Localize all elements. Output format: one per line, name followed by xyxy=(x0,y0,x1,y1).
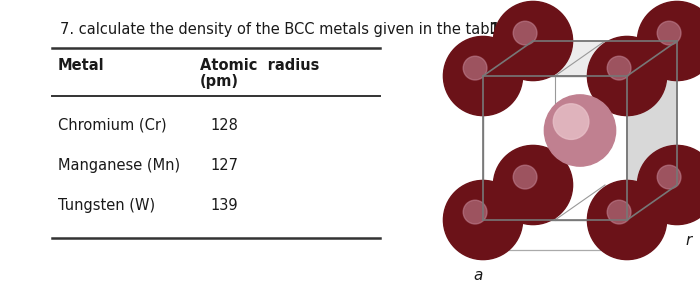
Text: 127: 127 xyxy=(210,158,238,173)
Circle shape xyxy=(587,37,666,116)
Circle shape xyxy=(638,1,700,81)
Circle shape xyxy=(545,95,615,166)
Polygon shape xyxy=(483,41,677,76)
Polygon shape xyxy=(483,76,627,220)
Circle shape xyxy=(607,200,631,224)
Text: a: a xyxy=(473,268,483,283)
Text: (pm): (pm) xyxy=(200,74,239,89)
Text: Atomic  radius: Atomic radius xyxy=(200,58,319,73)
Circle shape xyxy=(607,56,631,80)
Circle shape xyxy=(513,21,537,45)
Text: 128: 128 xyxy=(210,118,238,133)
Circle shape xyxy=(657,165,681,189)
Circle shape xyxy=(494,145,573,224)
Circle shape xyxy=(553,104,589,139)
Text: 15 marks: 15 marks xyxy=(490,22,566,37)
Circle shape xyxy=(587,180,666,260)
Text: Chromium (Cr): Chromium (Cr) xyxy=(58,118,167,133)
Text: 139: 139 xyxy=(210,198,237,213)
Text: r: r xyxy=(686,233,692,248)
Text: Metal: Metal xyxy=(58,58,104,73)
Circle shape xyxy=(463,200,487,224)
Circle shape xyxy=(513,165,537,189)
Circle shape xyxy=(494,1,573,81)
Text: Manganese (Mn): Manganese (Mn) xyxy=(58,158,180,173)
Circle shape xyxy=(463,56,487,80)
Circle shape xyxy=(443,180,523,260)
Circle shape xyxy=(443,37,523,116)
Text: ): ) xyxy=(558,22,564,37)
Text: 7. calculate the density of the BCC metals given in the table. (: 7. calculate the density of the BCC meta… xyxy=(60,22,518,37)
Text: Tungsten (W): Tungsten (W) xyxy=(58,198,155,213)
Polygon shape xyxy=(627,41,677,220)
Circle shape xyxy=(638,145,700,224)
Circle shape xyxy=(657,21,681,45)
